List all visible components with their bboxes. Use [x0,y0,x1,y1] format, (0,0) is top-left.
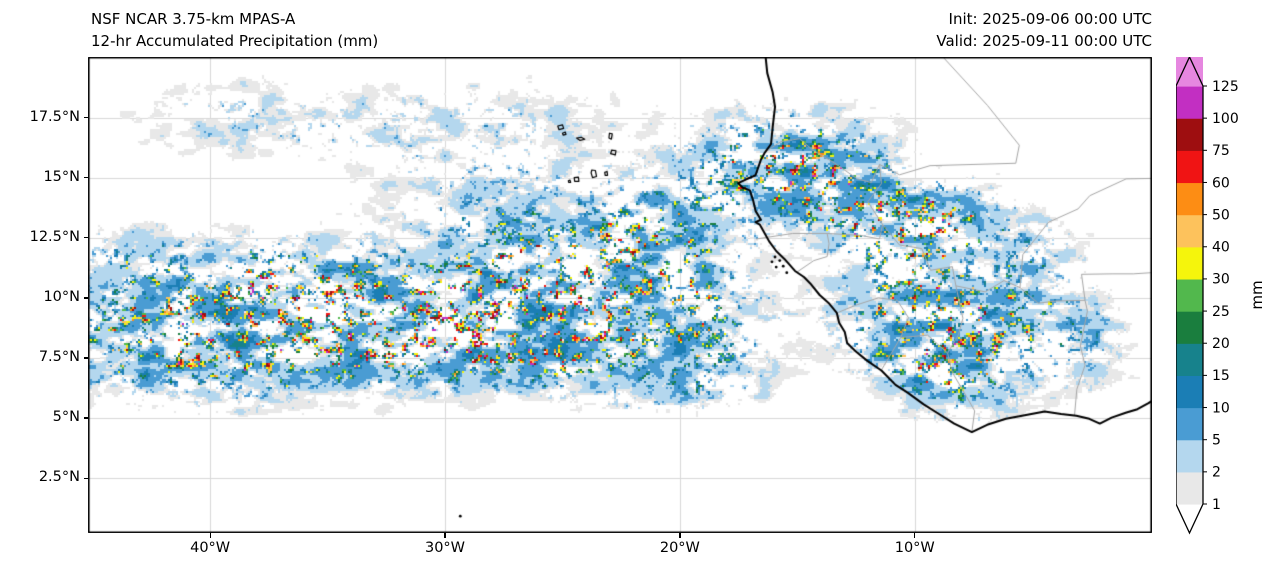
y-tick-label: 15°N [43,168,80,185]
colorbar-tick-label: 40 [1212,240,1230,256]
time-block: Init: 2025-09-06 00:00 UTC Valid: 2025-0… [936,8,1152,52]
colorbar-tick-label: 15 [1212,368,1230,384]
colorbar-segment [1176,150,1203,184]
x-tick-label: 20°W [659,540,700,556]
y-tick-mark [83,477,88,479]
colorbar-tick-label: 50 [1212,207,1230,223]
colorbar-tick-label: 75 [1212,143,1230,159]
colorbar-segment [1176,407,1203,441]
y-tick-mark [83,357,88,359]
colorbar-tick-label: 125 [1212,79,1239,95]
precipitation-map-canvas [88,57,1152,533]
x-tick-mark [209,533,211,538]
y-tick-label: 12.5°N [29,228,80,245]
y-tick-mark [83,177,88,179]
y-tick-mark [83,417,88,419]
y-tick-label: 10°N [43,288,80,305]
colorbar-segment [1176,343,1203,376]
colorbar-unit-label: mm [1248,280,1266,310]
colorbar-tick-label: 25 [1212,304,1230,320]
init-time: Init: 2025-09-06 00:00 UTC [948,10,1152,28]
colorbar-segment [1176,182,1203,216]
valid-time: Valid: 2025-09-11 00:00 UTC [936,32,1152,50]
colorbar-under-arrow [1176,504,1203,533]
y-tick-label: 17.5°N [29,108,80,125]
colorbar-segment [1176,86,1203,119]
colorbar-segment [1176,118,1203,151]
colorbar-segment [1176,57,1203,87]
colorbar-segment [1176,214,1203,248]
colorbar-segment [1176,375,1203,409]
y-tick-mark [83,116,88,119]
colorbar-tick-label: 60 [1212,175,1230,191]
colorbar-tick-label: 5 [1212,432,1221,448]
colorbar-segment [1176,471,1203,505]
colorbar-tick-label: 2 [1212,465,1221,481]
colorbar-segment [1176,311,1203,344]
y-tick-mark [83,297,88,299]
x-tick-mark [679,533,681,538]
product-title: 12-hr Accumulated Precipitation (mm) [91,32,379,50]
x-tick-mark [914,533,916,538]
y-tick-label: 7.5°N [38,348,80,365]
colorbar-segment [1176,246,1203,280]
map-plot-area [88,57,1152,533]
title-block: NSF NCAR 3.75-km MPAS-A 12-hr Accumulate… [91,8,378,52]
colorbar-tick-label: 1 [1212,497,1221,513]
x-tick-mark [444,533,446,538]
colorbar-tick-label: 20 [1212,336,1230,352]
colorbar-tick-label: 10 [1212,400,1230,416]
model-title: NSF NCAR 3.75-km MPAS-A [91,10,296,28]
x-tick-label: 40°W [190,540,231,556]
y-tick-mark [83,237,88,239]
colorbar-segment [1176,439,1203,473]
colorbar-tick-label: 30 [1212,272,1230,288]
y-tick-label: 2.5°N [38,469,80,486]
colorbar-segment [1176,278,1203,312]
x-tick-label: 30°W [424,540,466,556]
x-tick-label: 10°W [894,540,935,556]
y-tick-label: 5°N [52,409,80,426]
colorbar-tick-label: 100 [1212,111,1239,127]
